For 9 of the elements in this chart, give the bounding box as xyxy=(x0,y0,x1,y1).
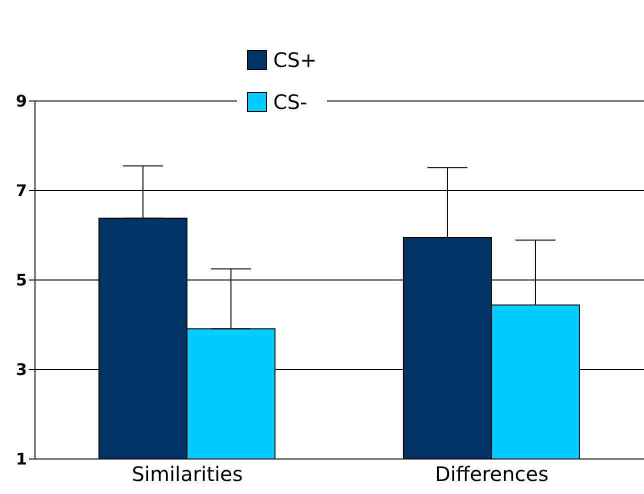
legend-label: CS- xyxy=(273,90,308,114)
x-tick-label: Differences xyxy=(434,462,549,486)
legend-label: CS+ xyxy=(273,48,317,72)
y-tick-label: 7 xyxy=(16,181,27,200)
x-tick-label: Similarities xyxy=(132,462,243,486)
y-tick-label: 9 xyxy=(16,92,27,111)
y-tick-label: 5 xyxy=(16,270,27,290)
y-tick-label: 1 xyxy=(16,450,27,469)
y-tick-label: 3 xyxy=(16,360,27,380)
